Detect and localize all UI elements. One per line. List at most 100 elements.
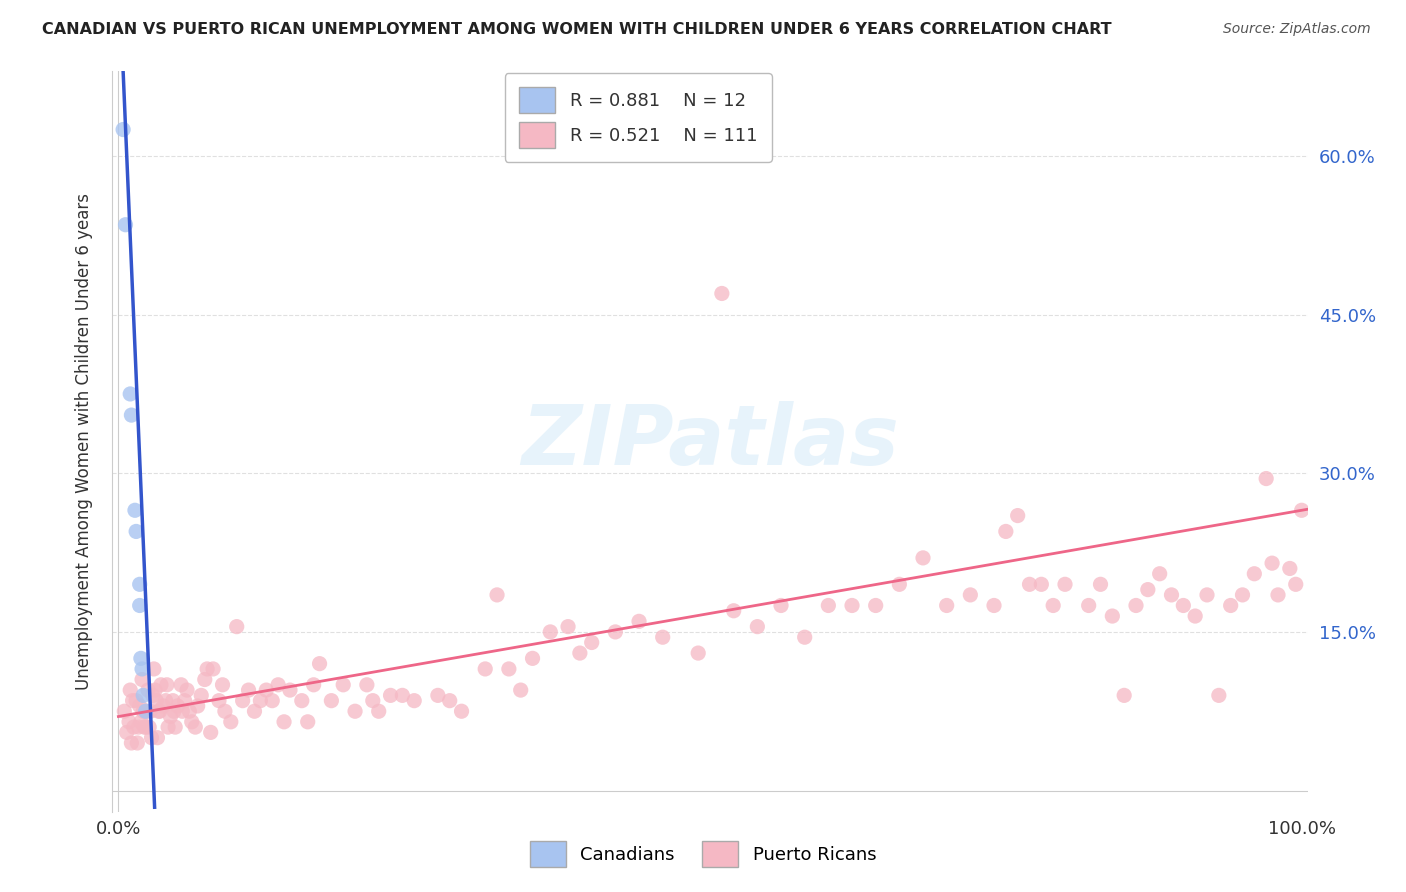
Point (1136, 582, 1159, 597)
Point (1053, 577, 1076, 591)
Point (1160, 588, 1182, 602)
Legend: R = 0.881    N = 12, R = 0.521    N = 111: R = 0.881 N = 12, R = 0.521 N = 111 (505, 73, 772, 162)
Point (149, 704, 172, 718)
Point (1125, 599, 1147, 613)
Point (128, 599, 150, 613)
Point (225, 619, 247, 633)
Point (723, 604, 745, 618)
Point (176, 683, 198, 698)
Point (131, 673, 153, 687)
Point (165, 720, 187, 734)
Point (128, 577, 150, 591)
Point (249, 694, 271, 708)
Point (688, 646, 710, 660)
Point (180, 714, 202, 729)
Point (297, 714, 319, 729)
Point (135, 704, 157, 718)
Point (120, 683, 142, 698)
Point (911, 550, 934, 565)
Point (127, 736, 149, 750)
Point (426, 689, 449, 703)
Point (1195, 588, 1218, 602)
Point (557, 619, 579, 633)
Point (538, 624, 561, 639)
Point (128, 720, 150, 734)
Point (190, 689, 212, 703)
Point (195, 662, 218, 676)
Point (211, 678, 233, 692)
Point (769, 599, 792, 613)
Point (983, 599, 1005, 613)
Point (1007, 508, 1029, 523)
Legend: Canadians, Puerto Ricans: Canadians, Puerto Ricans (523, 834, 883, 874)
Point (308, 657, 330, 671)
Point (120, 408, 142, 422)
Point (498, 662, 520, 676)
Point (134, 720, 156, 734)
Point (1149, 566, 1171, 581)
Point (605, 624, 627, 639)
Point (145, 694, 167, 708)
Point (170, 678, 193, 692)
Point (321, 694, 343, 708)
Point (162, 694, 184, 708)
Point (155, 694, 177, 708)
Point (291, 694, 314, 708)
Point (817, 599, 839, 613)
Point (121, 694, 143, 708)
Text: CANADIAN VS PUERTO RICAN UNEMPLOYMENT AMONG WOMEN WITH CHILDREN UNDER 6 YEARS CO: CANADIAN VS PUERTO RICAN UNEMPLOYMENT AM… (42, 22, 1112, 37)
Point (112, 704, 135, 718)
Point (1285, 577, 1308, 591)
Point (935, 599, 957, 613)
Point (208, 694, 231, 708)
Point (1101, 609, 1123, 624)
Point (214, 704, 236, 718)
Point (1077, 599, 1099, 613)
Point (1208, 689, 1230, 703)
Point (184, 720, 207, 734)
Point (747, 619, 769, 633)
Point (522, 651, 544, 665)
Point (1291, 503, 1313, 517)
Point (139, 704, 162, 718)
Point (1278, 561, 1301, 575)
Point (243, 704, 266, 718)
Point (131, 662, 153, 676)
Point (173, 694, 195, 708)
Point (132, 704, 155, 718)
Point (651, 630, 673, 644)
Point (166, 698, 188, 713)
Point (344, 704, 367, 718)
Point (865, 599, 887, 613)
Point (262, 694, 284, 708)
Point (118, 714, 141, 729)
Point (159, 709, 181, 723)
Point (568, 646, 591, 660)
Point (232, 694, 254, 708)
Point (120, 736, 142, 750)
Point (628, 615, 651, 629)
Point (114, 218, 136, 232)
Point (125, 524, 148, 539)
Point (1243, 566, 1265, 581)
Point (254, 683, 277, 698)
Point (187, 698, 209, 713)
Point (128, 698, 150, 713)
Point (356, 678, 378, 692)
Point (1256, 472, 1278, 486)
Point (841, 599, 863, 613)
Point (1219, 599, 1241, 613)
Point (267, 678, 290, 692)
Y-axis label: Unemployment Among Women with Children Under 6 years: Unemployment Among Women with Children U… (75, 193, 93, 690)
Point (142, 689, 165, 703)
Point (581, 635, 603, 649)
Point (135, 704, 157, 718)
Point (1184, 609, 1206, 624)
Point (148, 704, 170, 718)
Point (179, 704, 201, 718)
Point (202, 662, 225, 676)
Point (1267, 588, 1289, 602)
Point (302, 678, 325, 692)
Point (474, 662, 496, 676)
Text: Source: ZipAtlas.com: Source: ZipAtlas.com (1223, 22, 1371, 37)
